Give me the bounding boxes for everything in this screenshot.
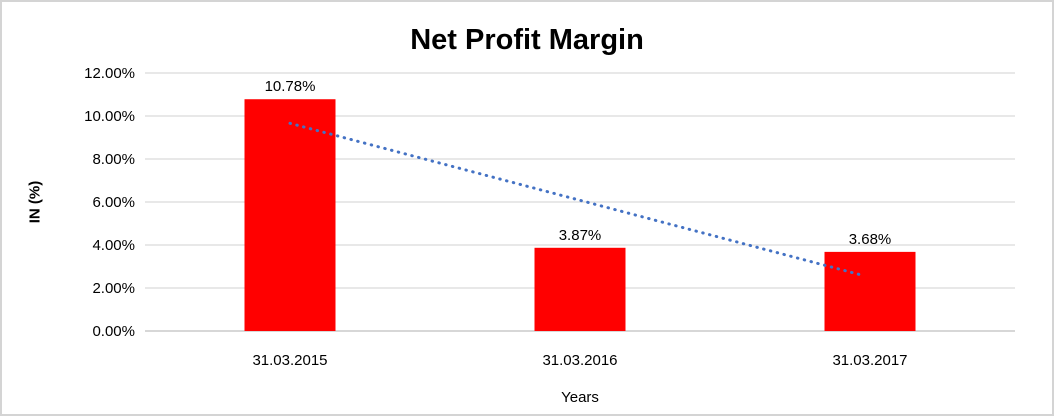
x-tick-label: 31.03.2017 [832, 352, 907, 369]
y-tick-label: 4.00% [92, 237, 135, 254]
bar-value-label: 3.87% [559, 227, 602, 244]
x-tick-label: 31.03.2016 [542, 352, 617, 369]
trendline [288, 121, 867, 278]
y-tick-label: 10.00% [84, 108, 135, 125]
y-tick-label: 2.00% [92, 280, 135, 297]
bar-value-label: 10.78% [265, 78, 316, 95]
y-tick-label: 12.00% [84, 65, 135, 82]
chart-title: Net Profit Margin [410, 24, 644, 56]
x-tick-label: 31.03.2015 [252, 352, 327, 369]
y-tick-label: 8.00% [92, 151, 135, 168]
x-axis-title: Years [561, 389, 599, 406]
bar [534, 247, 626, 331]
y-tick-label: 0.00% [92, 323, 135, 340]
y-tick-label: 6.00% [92, 194, 135, 211]
bar-value-label: 3.68% [849, 231, 892, 248]
bar [244, 99, 336, 331]
bar [824, 251, 916, 331]
